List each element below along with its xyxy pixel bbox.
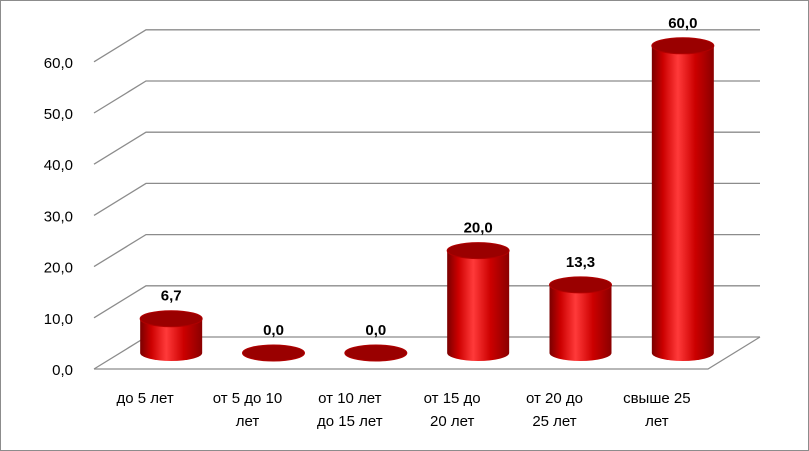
y-tick-label: 20,0 [44, 260, 73, 277]
y-tick-label: 0,0 [52, 362, 73, 379]
y-tick-label: 50,0 [44, 106, 73, 123]
category-label: от 5 до 10 лет [213, 390, 283, 430]
category-label: от 20 до 25 лет [526, 390, 583, 430]
y-tick-label: 60,0 [44, 55, 73, 72]
y-tick-label: 40,0 [44, 157, 73, 174]
data-label: 20,0 [464, 220, 493, 237]
data-labels: 6,7 0,0 0,0 20,0 13,3 60,0 [161, 15, 698, 339]
data-label: 60,0 [668, 15, 697, 32]
bar-top [651, 37, 715, 55]
bar [549, 276, 612, 361]
gridline [93, 233, 760, 268]
bar-top [549, 276, 612, 294]
bar-top [139, 310, 203, 328]
bar [139, 310, 203, 361]
y-tick-label: 30,0 [44, 208, 73, 225]
floor-edge [94, 336, 761, 370]
y-axis-tick-labels: 0,0 10,0 20,0 30,0 40,0 50,0 60,0 [44, 55, 73, 379]
bar [446, 242, 510, 361]
bars [139, 37, 715, 362]
bar-top [242, 344, 305, 362]
gridline [93, 182, 760, 216]
category-label: свыше 25 лет [623, 390, 690, 430]
gridline [93, 80, 760, 114]
gridline [93, 131, 760, 165]
bar-top [344, 344, 408, 362]
bar [344, 344, 408, 362]
gridline [93, 29, 760, 63]
category-label: до 5 лет [117, 390, 174, 407]
category-label: от 10 лет до 15 лет [317, 390, 383, 430]
bar [651, 37, 715, 362]
x-axis-category-labels: до 5 лет от 5 до 10 лет от 10 лет до 15 лет о… [117, 390, 691, 430]
bar-body [549, 284, 612, 361]
data-label: 6,7 [161, 288, 182, 305]
bar [242, 344, 305, 362]
data-label: 0,0 [365, 322, 386, 339]
bar-body [447, 250, 510, 361]
data-label: 13,3 [566, 254, 595, 271]
data-label: 0,0 [263, 322, 284, 339]
category-label: от 15 до 20 лет [424, 390, 481, 430]
y-tick-label: 10,0 [44, 311, 73, 328]
bar-body [651, 45, 714, 362]
bar-body [140, 318, 203, 361]
bar-top [446, 242, 510, 260]
